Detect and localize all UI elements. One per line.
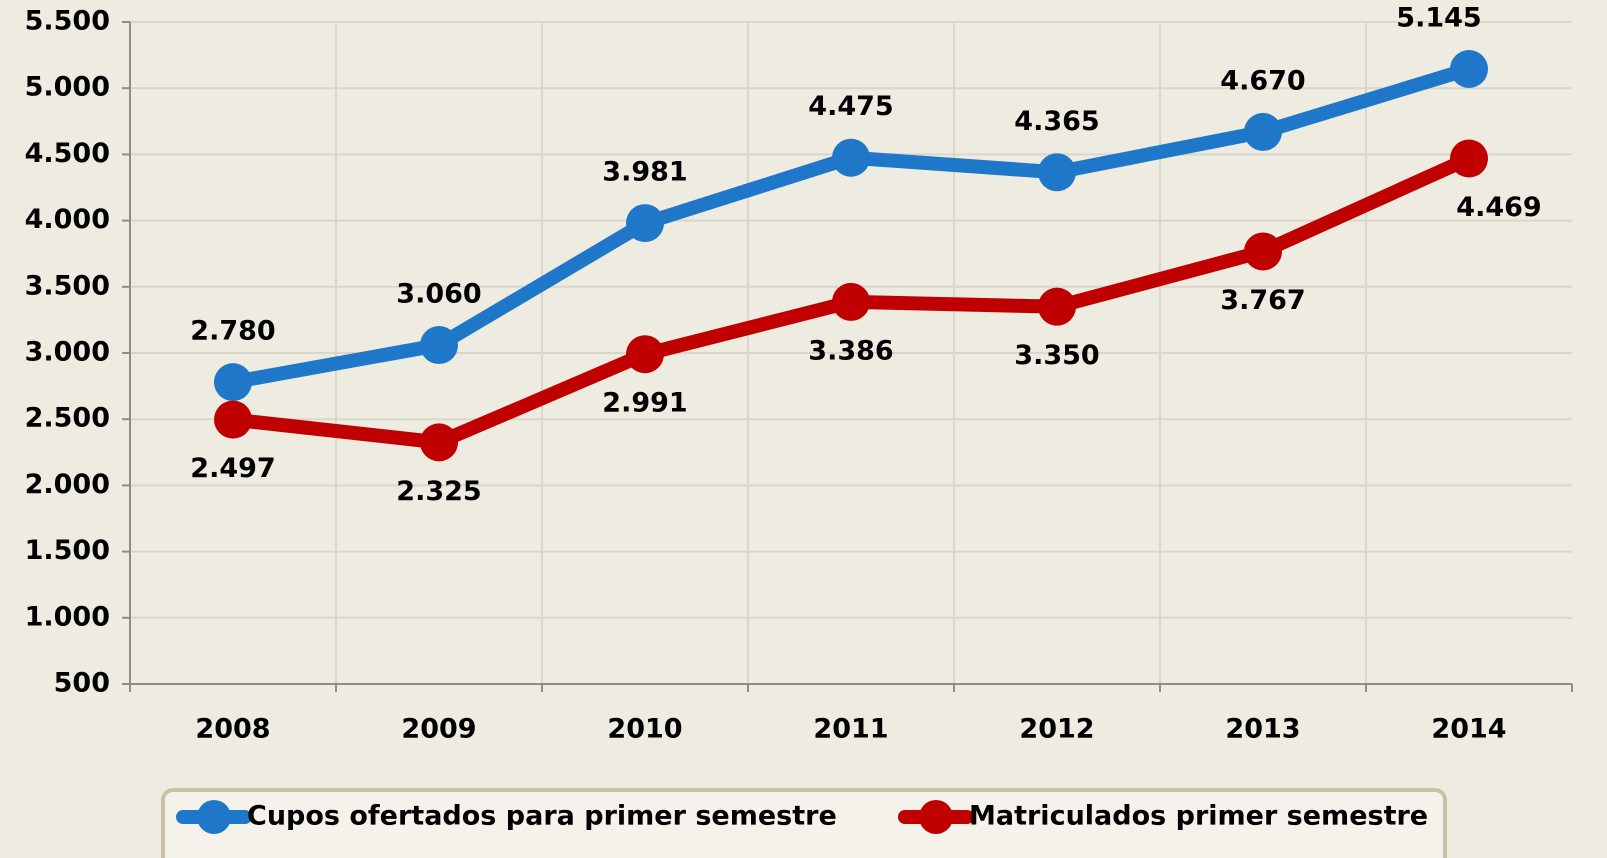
x-tick-label: 2008: [195, 714, 270, 745]
data-label: 4.475: [808, 91, 893, 122]
x-tick-label: 2010: [607, 714, 682, 745]
marker: [1450, 50, 1488, 89]
legend-marker: [197, 800, 231, 834]
y-tick-label: 4.500: [25, 138, 110, 169]
data-label: 3.350: [1014, 340, 1099, 371]
data-label: 4.365: [1014, 106, 1099, 137]
marker: [626, 335, 664, 374]
y-tick-label: 1.000: [25, 601, 110, 632]
marker: [420, 423, 458, 462]
legend: Cupos ofertados para primer semestre Matr…: [161, 788, 1447, 858]
legend-box: [161, 788, 1447, 858]
y-tick-label: 5.000: [25, 72, 110, 103]
marker: [1244, 112, 1282, 151]
y-tick-label: 1.500: [25, 535, 110, 566]
y-tick-label: 2.000: [25, 469, 110, 500]
marker: [1450, 139, 1488, 178]
marker: [420, 326, 458, 365]
data-label: 3.767: [1220, 285, 1305, 316]
legend-marker: [919, 800, 953, 834]
y-tick-label: 5.500: [25, 6, 110, 37]
data-label: 3.060: [396, 279, 481, 310]
data-label: 3.386: [808, 335, 893, 366]
marker: [214, 400, 252, 439]
marker: [214, 363, 252, 402]
x-tick-label: 2013: [1225, 714, 1300, 745]
y-tick-label: 2.500: [25, 403, 110, 434]
y-tick-label: 3.000: [25, 337, 110, 368]
x-tick-label: 2012: [1019, 714, 1094, 745]
x-tick-label: 2011: [813, 714, 888, 745]
data-label: 2.325: [396, 476, 481, 507]
x-tick-label: 2014: [1431, 714, 1506, 745]
data-label: 3.981: [602, 157, 687, 188]
legend-label: Matriculados primer semestre: [969, 801, 1428, 832]
x-tick-label: 2009: [401, 714, 476, 745]
marker: [832, 282, 870, 321]
marker: [626, 204, 664, 243]
y-tick-label: 4.000: [25, 204, 110, 235]
data-label: 4.670: [1220, 65, 1305, 96]
data-label: 2.497: [190, 453, 275, 484]
marker: [832, 138, 870, 177]
y-tick-label: 500: [54, 668, 110, 699]
data-label: 5.145: [1396, 3, 1481, 34]
marker: [1038, 153, 1076, 192]
marker: [1038, 287, 1076, 326]
legend-label: Cupos ofertados para primer semestre: [247, 801, 837, 832]
y-tick-label: 3.500: [25, 270, 110, 301]
data-label: 2.780: [190, 316, 275, 347]
data-label: 4.469: [1456, 192, 1541, 223]
marker: [1244, 232, 1282, 271]
data-label: 2.991: [602, 388, 687, 419]
